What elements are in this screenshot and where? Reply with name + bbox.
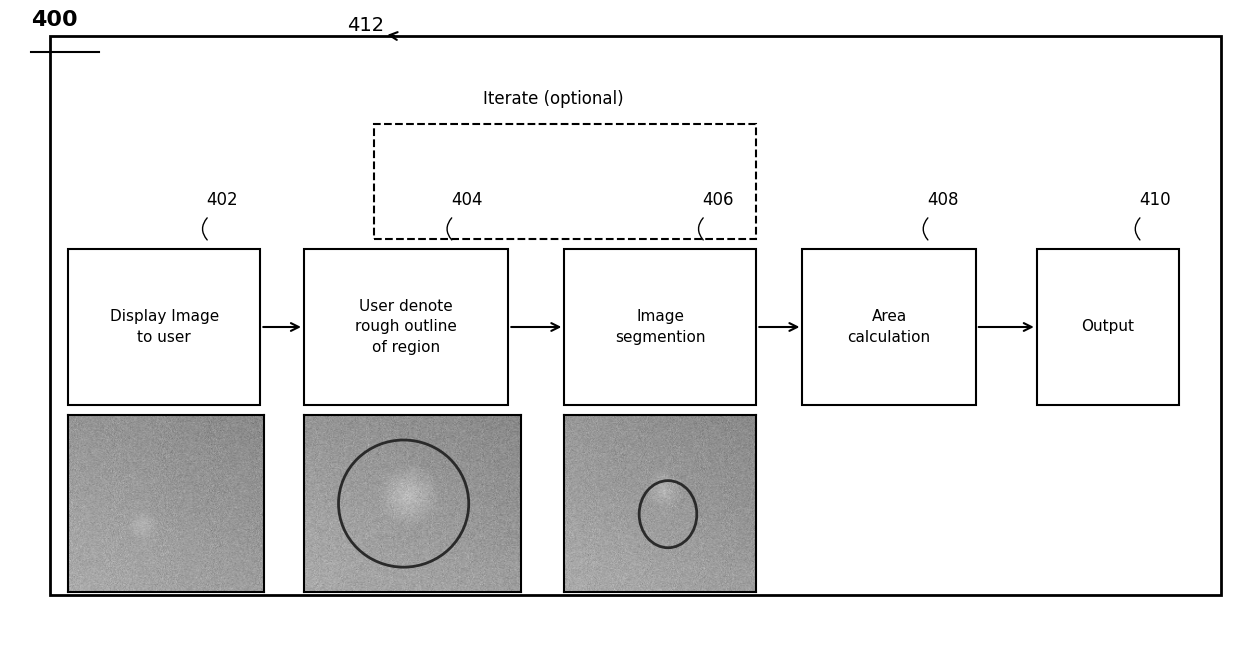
Bar [68,249,260,405]
Bar [304,249,508,405]
Text: Display Image
to user: Display Image to user [109,309,219,345]
Text: 406: 406 [703,191,734,209]
Text: 402: 402 [207,191,238,209]
Text: 408: 408 [928,191,959,209]
Text: Area
calculation: Area calculation [847,309,931,345]
Bar [564,249,756,405]
Text: Iterate (optional): Iterate (optional) [482,90,624,108]
Text: 410: 410 [1140,191,1171,209]
Bar [1037,249,1179,405]
Text: User denote
rough outline
of region: User denote rough outline of region [355,299,458,355]
Bar [374,124,756,239]
Text: 412: 412 [347,16,384,35]
Text: 404: 404 [451,191,482,209]
Text: 400: 400 [31,10,78,30]
Bar [50,36,1221,595]
Text: Output: Output [1081,320,1135,334]
Bar [802,249,976,405]
Text: Image
segmention: Image segmention [615,309,706,345]
